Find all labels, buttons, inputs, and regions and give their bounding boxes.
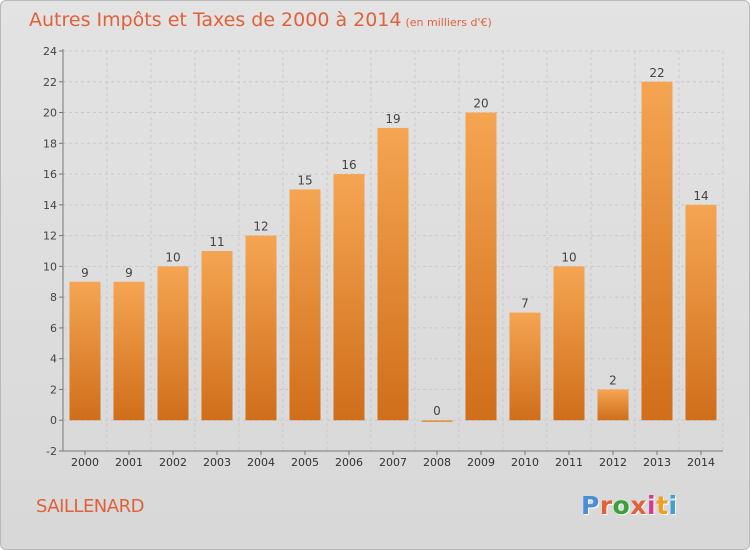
logo-letter: o xyxy=(612,491,631,520)
axes xyxy=(59,49,723,455)
bar-2014 xyxy=(685,204,717,421)
value-label-2013: 22 xyxy=(649,66,664,80)
value-label-2014: 14 xyxy=(693,189,708,203)
bar-2008 xyxy=(421,420,453,422)
bar-2005 xyxy=(289,189,321,421)
x-tick-label-2014: 2014 xyxy=(687,456,715,469)
y-tick-label: 10 xyxy=(43,260,57,273)
bar-2007 xyxy=(377,127,409,421)
bar-2004 xyxy=(245,235,277,421)
x-tick-label-2013: 2013 xyxy=(643,456,671,469)
chart-title: Autres Impôts et Taxes de 2000 à 2014 (en… xyxy=(29,9,492,31)
y-tick-label: 8 xyxy=(50,291,57,304)
y-tick-label: 14 xyxy=(43,199,57,212)
bar-2012 xyxy=(597,389,629,421)
bars xyxy=(69,81,717,422)
x-tick-label-2008: 2008 xyxy=(423,456,451,469)
y-tick-label: 16 xyxy=(43,168,57,181)
x-tick-label-2005: 2005 xyxy=(291,456,319,469)
logo-letter: i xyxy=(668,491,678,520)
value-label-2000: 9 xyxy=(81,266,89,280)
value-label-2004: 12 xyxy=(253,220,268,234)
bar-2011 xyxy=(553,266,585,421)
bar-2009 xyxy=(465,112,497,421)
x-tick-label-2007: 2007 xyxy=(379,456,407,469)
x-tick-label-2006: 2006 xyxy=(335,456,363,469)
value-label-2012: 2 xyxy=(609,373,617,387)
y-tick-label: 2 xyxy=(50,383,57,396)
proxiti-logo: Proxiti xyxy=(581,491,693,525)
logo-letter: x xyxy=(630,491,647,520)
bar-2010 xyxy=(509,312,541,421)
y-tick-label: 0 xyxy=(50,414,57,427)
logo-letter: t xyxy=(656,491,669,520)
logo-letter: P xyxy=(581,491,600,520)
y-tick-label: 24 xyxy=(43,45,57,58)
logo-letter: r xyxy=(599,491,613,520)
x-tick-label-2011: 2011 xyxy=(555,456,583,469)
x-tick-label-2012: 2012 xyxy=(599,456,627,469)
x-tick-label-2010: 2010 xyxy=(511,456,539,469)
x-tick-label-2002: 2002 xyxy=(159,456,187,469)
x-tick-label-2000: 2000 xyxy=(71,456,99,469)
value-label-2006: 16 xyxy=(341,158,356,172)
value-label-2007: 19 xyxy=(385,112,400,126)
x-tick-label-2003: 2003 xyxy=(203,456,231,469)
bar-2003 xyxy=(201,251,233,421)
chart-unit-label: (en milliers d'€) xyxy=(405,16,492,29)
labels: -202468101214161820222492000920011020021… xyxy=(43,45,715,469)
x-tick-label-2009: 2009 xyxy=(467,456,495,469)
bar-2006 xyxy=(333,174,365,421)
y-tick-label: 18 xyxy=(43,137,57,150)
value-label-2005: 15 xyxy=(297,173,312,187)
bar-2001 xyxy=(113,281,145,421)
y-tick-label: -2 xyxy=(46,445,57,458)
x-tick-label-2001: 2001 xyxy=(115,456,143,469)
chart-title-text: Autres Impôts et Taxes de 2000 à 2014 xyxy=(29,9,402,31)
value-label-2009: 20 xyxy=(473,97,488,111)
value-label-2003: 11 xyxy=(209,235,224,249)
commune-name: SAILLENARD xyxy=(36,496,144,517)
y-tick-label: 20 xyxy=(43,107,57,120)
y-tick-label: 22 xyxy=(43,76,57,89)
y-tick-label: 12 xyxy=(43,230,57,243)
value-label-2011: 10 xyxy=(561,250,576,264)
value-label-2010: 7 xyxy=(521,297,529,311)
bar-2013 xyxy=(641,81,673,421)
value-label-2001: 9 xyxy=(125,266,133,280)
x-tick-label-2004: 2004 xyxy=(247,456,275,469)
y-tick-label: 6 xyxy=(50,322,57,335)
y-tick-label: 4 xyxy=(50,353,57,366)
logo-letter: i xyxy=(647,491,657,520)
bar-2002 xyxy=(157,266,189,421)
value-label-2002: 10 xyxy=(165,250,180,264)
bar-2000 xyxy=(69,281,101,421)
value-label-2008: 0 xyxy=(433,404,441,418)
